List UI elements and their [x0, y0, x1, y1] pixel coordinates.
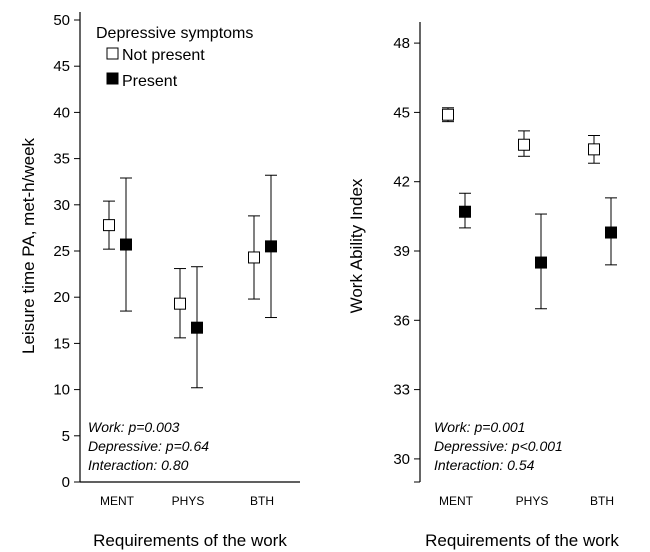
- legend-marker-present: [106, 72, 119, 85]
- left-category-label: PHYS: [172, 494, 205, 508]
- left-category-label: BTH: [250, 494, 274, 508]
- left-point-present: [191, 321, 203, 334]
- right-point-present: [535, 256, 547, 269]
- left-y-tick-label: 30: [53, 197, 70, 214]
- left-point-not-present: [174, 297, 186, 310]
- right-point-present: [605, 226, 617, 239]
- right-y-axis-title: Work Ability Index: [347, 178, 366, 313]
- right-panel: 30 33 36 39 42 45 48 MENT PHYS BTH Work: p=0.001…: [347, 22, 619, 550]
- right-y-tick-label: 36: [393, 312, 410, 329]
- right-annotation-work: Work: p=0.001: [434, 419, 525, 435]
- right-category-label: PHYS: [516, 494, 549, 508]
- legend-entry-not-present: Not present: [122, 47, 205, 64]
- right-point-not-present: [442, 108, 454, 121]
- left-legend: Depressive symptoms Not present Present: [96, 25, 253, 90]
- right-y-tick-label: 48: [393, 35, 410, 52]
- left-y-axis-title: Leisure time PA, met-h/week: [19, 137, 38, 354]
- left-y-tick-label: 10: [53, 382, 70, 399]
- right-y-tick-label: 33: [393, 382, 410, 399]
- right-y-tick-label: 45: [393, 104, 410, 121]
- legend-entry-present: Present: [122, 73, 178, 90]
- left-point-not-present: [103, 219, 115, 232]
- left-y-tick-label: 15: [53, 335, 70, 352]
- left-y-tick-label: 0: [62, 474, 70, 491]
- left-annotation-interaction: Interaction: 0.80: [88, 457, 189, 473]
- right-x-axis-title: Requirements of the work: [425, 531, 619, 550]
- left-point-not-present: [248, 251, 260, 264]
- right-category-label: BTH: [590, 494, 614, 508]
- left-y-tick-label: 45: [53, 58, 70, 75]
- left-x-axis-title: Requirements of the work: [93, 531, 287, 550]
- right-y-tick-label: 30: [393, 451, 410, 468]
- right-point-not-present: [588, 143, 600, 156]
- left-annotations: Work: p=0.003 Depressive: p=0.64 Interac…: [88, 419, 209, 473]
- left-category-label: MENT: [100, 494, 135, 508]
- right-annotation-interaction: Interaction: 0.54: [434, 457, 535, 473]
- left-y-tick-label: 5: [62, 428, 70, 445]
- right-y-tick-label: 42: [393, 174, 410, 191]
- left-y-tick-label: 40: [53, 104, 70, 121]
- legend-title: Depressive symptoms: [96, 25, 253, 42]
- right-category-label: MENT: [439, 494, 474, 508]
- left-y-tick-label: 20: [53, 289, 70, 306]
- left-y-tick-label: 50: [53, 12, 70, 29]
- left-y-tick-label: 35: [53, 151, 70, 168]
- left-point-present: [120, 238, 132, 251]
- right-point-not-present: [518, 138, 530, 151]
- right-y-tick-label: 39: [393, 243, 410, 260]
- right-point-present: [459, 205, 471, 218]
- left-y-tick-label: 25: [53, 243, 70, 260]
- left-annotation-depressive: Depressive: p=0.64: [88, 438, 209, 454]
- right-annotation-depressive: Depressive: p<0.001: [434, 438, 563, 454]
- left-point-present: [265, 240, 277, 253]
- right-annotations: Work: p=0.001 Depressive: p<0.001 Intera…: [434, 419, 563, 473]
- left-annotation-work: Work: p=0.003: [88, 419, 180, 435]
- left-panel: 0 5 10 15 20 25 30 35 40 45 50 MENT PHYS BTH Depress…: [19, 12, 300, 550]
- legend-marker-not-present: [106, 47, 119, 60]
